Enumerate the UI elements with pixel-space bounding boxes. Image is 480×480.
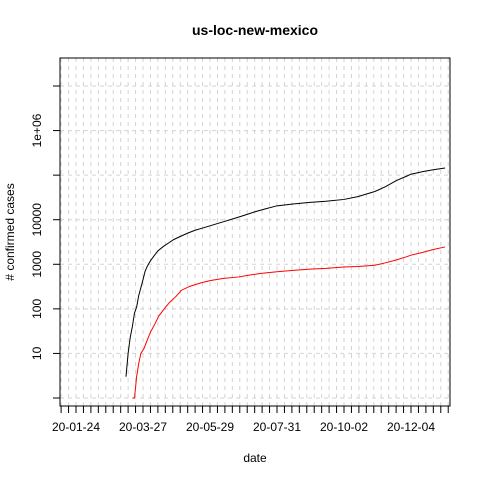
series-line-1 bbox=[125, 167, 446, 377]
series-line-2 bbox=[132, 246, 446, 399]
y-tick-label: 10000 bbox=[30, 203, 44, 237]
series-group bbox=[125, 167, 446, 399]
y-tick-label: 1e+06 bbox=[30, 113, 44, 147]
grid bbox=[60, 58, 450, 406]
y-axis-label: # confirmed cases bbox=[3, 183, 17, 280]
x-axis-label: date bbox=[243, 451, 267, 465]
y-axis: 10 100 1000 10000 1e+06 bbox=[30, 85, 61, 399]
y-tick-label: 10 bbox=[30, 346, 44, 360]
x-tick-label: 20-07-31 bbox=[253, 420, 301, 434]
y-tick-label: 1000 bbox=[30, 251, 44, 278]
x-tick-label: 20-01-24 bbox=[52, 420, 100, 434]
x-axis: 20-01-24 20-03-27 20-05-29 20-07-31 20-10-02… bbox=[52, 405, 449, 434]
x-tick-label: 20-10-02 bbox=[320, 420, 368, 434]
x-tick-label: 20-05-29 bbox=[186, 420, 234, 434]
y-tick-label: 100 bbox=[30, 299, 44, 319]
x-tick-label: 20-03-27 bbox=[119, 420, 167, 434]
chart-title: us-loc-new-mexico bbox=[192, 22, 318, 38]
x-tick-label: 20-12-04 bbox=[387, 420, 435, 434]
